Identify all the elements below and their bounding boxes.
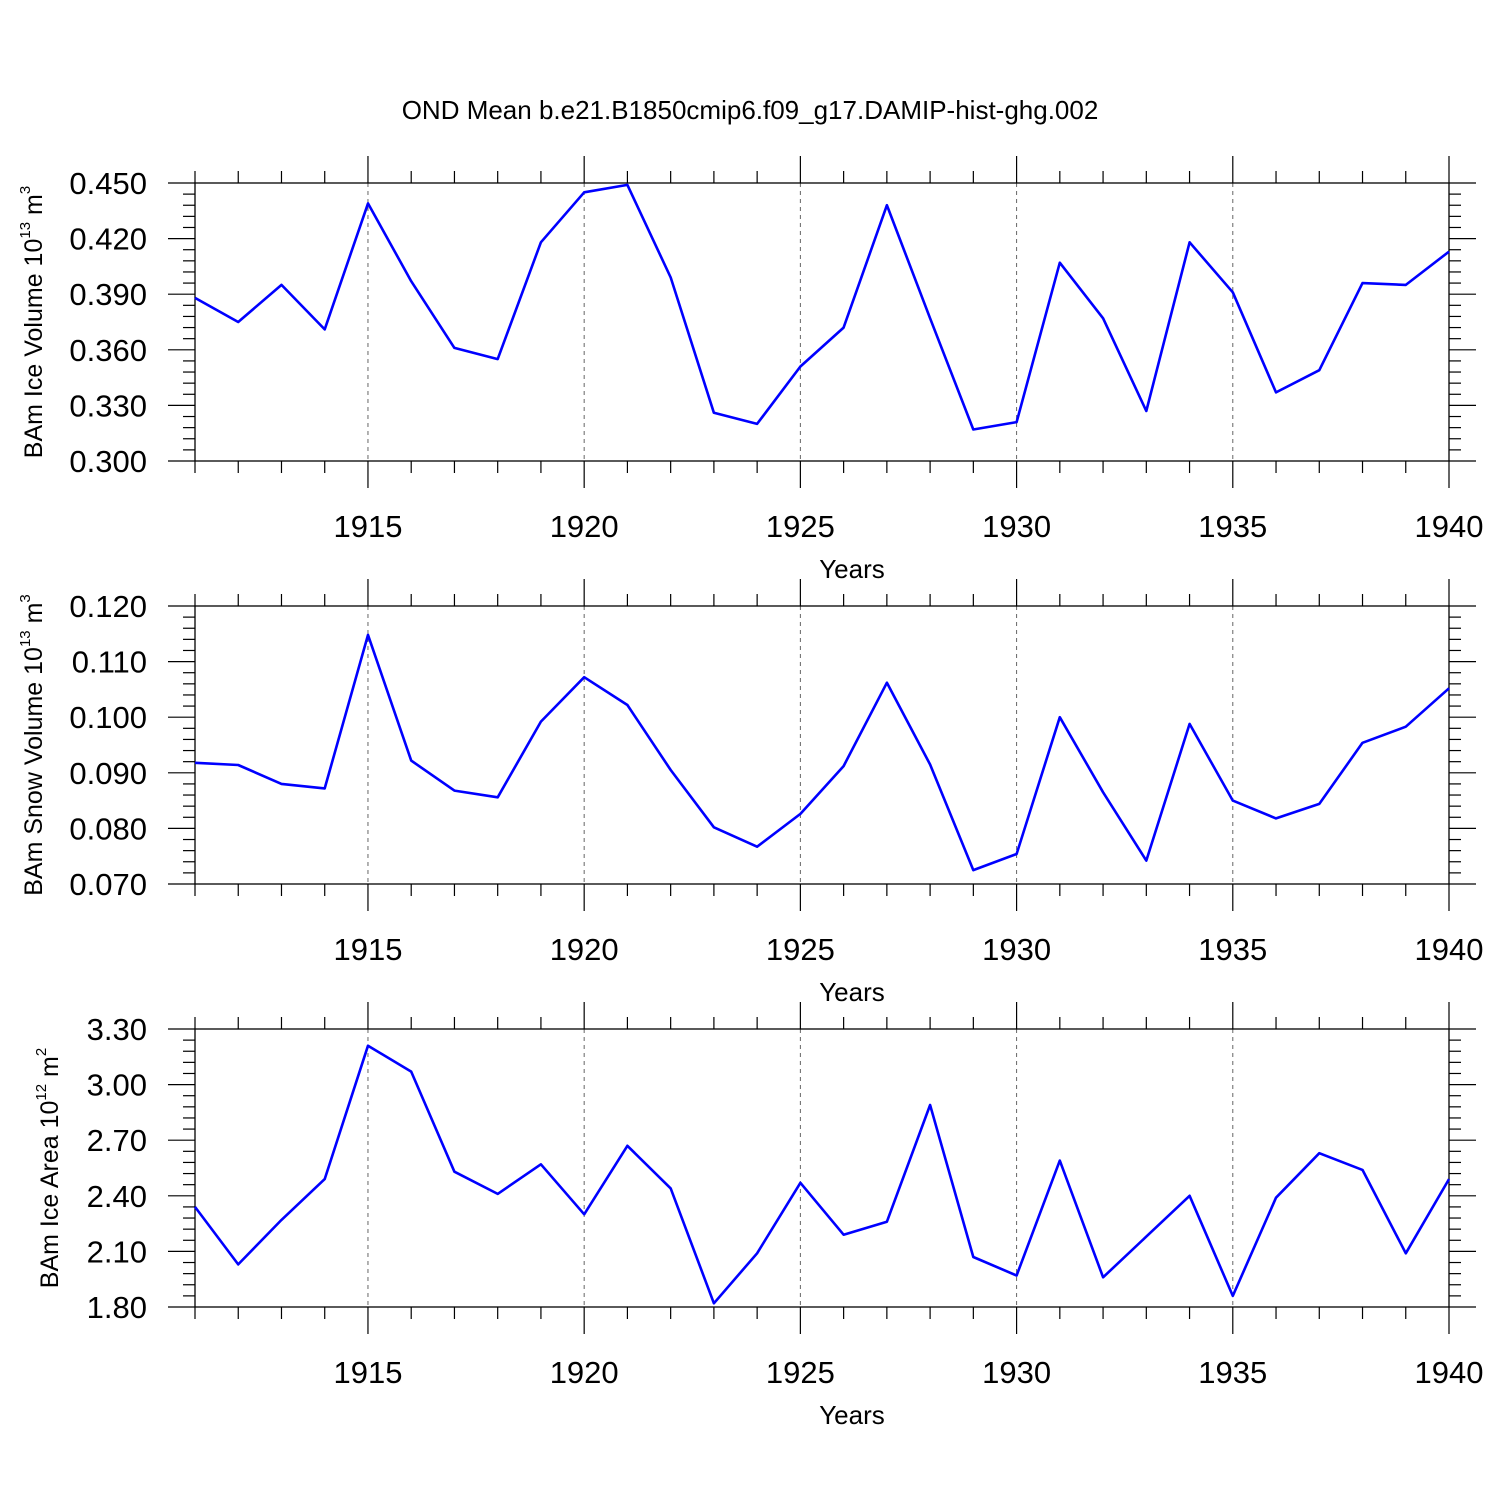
y-tick-label: 0.330 <box>69 388 147 423</box>
x-tick-label: 1930 <box>982 1355 1051 1390</box>
x-tick-label: 1935 <box>1198 509 1267 544</box>
y-axis-label-unit-exponent: 3 <box>17 594 34 602</box>
y-axis-label-base: BAm Snow Volume 10 <box>20 647 48 896</box>
plot-frame <box>194 182 1450 462</box>
y-tick-label: 0.420 <box>69 222 147 257</box>
x-tick-label: 1920 <box>550 1355 619 1390</box>
chart-title: OND Mean b.e21.B1850cmip6.f09_g17.DAMIP-… <box>402 95 1099 125</box>
y-axis-label-exponent: 13 <box>17 630 34 647</box>
y-axis-label: BAm Ice Volume 1013 m3 <box>17 186 48 458</box>
y-tick-label: 0.080 <box>69 811 147 846</box>
y-tick-label: 0.390 <box>69 277 147 312</box>
y-axis-label-base: BAm Ice Volume 10 <box>20 239 48 459</box>
x-tick-label: 1940 <box>1415 509 1484 544</box>
y-tick-label: 0.070 <box>69 867 147 902</box>
series-line <box>194 183 1450 431</box>
x-tick-label: 1920 <box>550 509 619 544</box>
y-tick-label: 0.090 <box>69 756 147 791</box>
panel-1: 1915 1920 1925 1930 1935 1940 0.300 0.330 0.360 0… <box>17 156 1483 584</box>
plot-frame <box>194 1028 1450 1308</box>
y-tick-label: 0.100 <box>69 700 147 735</box>
panels: 1915 1920 1925 1930 1935 1940 0.300 0.330 0.360 0… <box>17 156 1483 1430</box>
y-axis-label-exponent: 13 <box>17 222 34 239</box>
y-tick-label: 0.300 <box>69 444 147 479</box>
x-axis-label: Years <box>819 1400 885 1430</box>
y-axis-label-unit: m <box>36 1056 64 1084</box>
y-axis-label-exponent: 12 <box>33 1084 50 1101</box>
x-tick-label: 1925 <box>766 509 835 544</box>
x-axis-label: Years <box>819 554 885 584</box>
x-tick-label: 1930 <box>982 932 1051 967</box>
panel-3: 1915 1920 1925 1930 1935 1940 1.80 2.10 2.40 2.70… <box>33 1002 1483 1430</box>
y-tick-label: 0.450 <box>69 166 147 201</box>
y-tick-label: 1.80 <box>87 1290 147 1325</box>
y-axis-label-unit-exponent: 3 <box>17 186 34 194</box>
x-axis-label: Years <box>819 977 885 1007</box>
x-tick-label: 1915 <box>333 509 402 544</box>
series-line <box>194 633 1450 872</box>
x-tick-label: 1940 <box>1415 1355 1484 1390</box>
series-line <box>193 1044 1451 1305</box>
y-tick-label: 3.00 <box>87 1068 147 1103</box>
y-axis-label-base: BAm Ice Area 10 <box>36 1101 64 1289</box>
y-tick-label: 2.10 <box>87 1234 147 1269</box>
x-tick-label: 1930 <box>982 509 1051 544</box>
x-tick-label: 1915 <box>333 1355 402 1390</box>
y-axis-label: BAm Ice Area 1012 m2 <box>33 1048 64 1288</box>
x-tick-label: 1940 <box>1415 932 1484 967</box>
y-tick-label: 0.360 <box>69 333 147 368</box>
y-tick-label: 0.110 <box>72 645 147 680</box>
plot-frame <box>194 605 1450 885</box>
y-tick-label: 3.30 <box>87 1012 147 1047</box>
y-axis-label-unit-exponent: 2 <box>33 1048 50 1056</box>
y-axis-label-unit: m <box>20 194 48 222</box>
x-tick-label: 1935 <box>1198 932 1267 967</box>
x-tick-label: 1925 <box>766 932 835 967</box>
x-tick-label: 1920 <box>550 932 619 967</box>
y-tick-label: 2.70 <box>87 1123 147 1158</box>
y-axis-label: BAm Snow Volume 1013 m3 <box>17 594 48 896</box>
y-tick-label: 0.120 <box>69 589 147 624</box>
panel-2: 1915 1920 1925 1930 1935 1940 0.070 0.080 0.090 0… <box>17 579 1483 1007</box>
x-tick-label: 1935 <box>1198 1355 1267 1390</box>
x-tick-label: 1915 <box>333 932 402 967</box>
y-axis-label-unit: m <box>20 603 48 631</box>
y-tick-label: 2.40 <box>87 1179 147 1214</box>
x-tick-label: 1925 <box>766 1355 835 1390</box>
